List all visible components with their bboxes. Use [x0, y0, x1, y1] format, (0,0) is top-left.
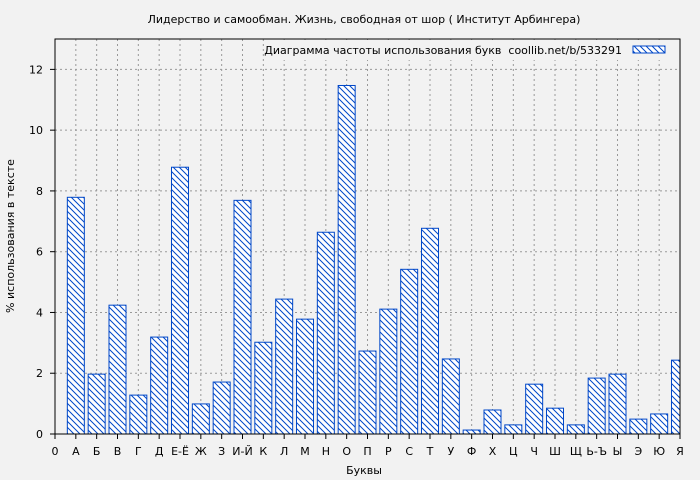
bar-Щ — [566, 424, 585, 434]
bar-Ч — [525, 383, 544, 434]
x-tick-label: Я — [676, 445, 684, 458]
x-tick-label: Ц — [509, 445, 518, 458]
legend-label: Диаграмма частоты использования букв coo… — [264, 44, 622, 57]
y-tick-label: 6 — [36, 246, 43, 259]
bar-В — [108, 304, 127, 434]
y-tick-label: 12 — [29, 63, 43, 76]
y-tick-label: 0 — [36, 428, 43, 441]
bar-Ю — [650, 413, 669, 434]
x-tick-label: Х — [489, 445, 497, 458]
x-tick-label: В — [114, 445, 122, 458]
chart-title: Лидерство и самообман. Жизнь, свободная … — [148, 13, 581, 26]
bar-А — [66, 196, 85, 434]
x-tick-label: Т — [426, 445, 434, 458]
bar-Л — [275, 298, 294, 434]
bar-Н — [316, 231, 335, 434]
x-tick-label: Э — [634, 445, 642, 458]
bar-Ы — [608, 373, 627, 434]
y-tick-label: 2 — [36, 367, 43, 380]
x-tick-label: Г — [135, 445, 142, 458]
x-tick-label: Ы — [613, 445, 623, 458]
bar-Э — [629, 418, 648, 434]
bar-У — [441, 358, 460, 434]
x-tick-label: К — [259, 445, 267, 458]
legend-swatch — [632, 45, 666, 54]
y-axis-label: % использования в тексте — [4, 159, 17, 313]
x-axis-label: Буквы — [346, 464, 382, 477]
bars — [66, 84, 680, 434]
bar-Я — [671, 359, 680, 434]
x-tick-label: З — [218, 445, 225, 458]
bar-Б — [87, 373, 106, 434]
bar-Е-Ё — [171, 166, 189, 434]
bar-Ц — [504, 424, 523, 434]
bar-П — [358, 350, 377, 434]
x-tick-label: Л — [280, 445, 288, 458]
x-tick-label: Ч — [530, 445, 538, 458]
x-tick-label: Ф — [467, 445, 476, 458]
bar-К — [254, 341, 273, 434]
bar-Т — [421, 227, 439, 434]
y-tick-label: 4 — [36, 306, 43, 319]
x-tick-label: Ш — [549, 445, 561, 458]
bar-И-Й — [233, 199, 252, 434]
x-tick-label: М — [300, 445, 310, 458]
x-tick-label: И-Й — [232, 445, 252, 458]
x-tick-label: 0 — [52, 445, 59, 458]
y-tick-label: 10 — [29, 124, 43, 137]
x-tick-label: О — [342, 445, 351, 458]
bar-Х — [483, 409, 502, 434]
bar-Д — [150, 336, 169, 434]
x-tick-label: П — [363, 445, 371, 458]
x-tick-label: Д — [155, 445, 164, 458]
x-tick-label: Н — [322, 445, 330, 458]
legend: Диаграмма частоты использования букв coo… — [264, 40, 679, 60]
x-tick-label: Б — [93, 445, 101, 458]
x-tick-label: Р — [385, 445, 392, 458]
x-tick-label: Е-Ё — [171, 445, 189, 458]
bar-Ф — [462, 429, 481, 434]
x-tick-label: Ю — [653, 445, 665, 458]
bar-Ш — [546, 407, 564, 434]
x-tick-label: А — [72, 445, 80, 458]
bar-З — [212, 381, 231, 434]
y-tick-label: 8 — [36, 185, 43, 198]
x-tick-label: У — [447, 445, 454, 458]
bar-О — [337, 84, 356, 434]
y-axis-ticks: 0 2 4 6 8 10 12 — [29, 63, 55, 441]
bar-Р — [379, 308, 398, 434]
x-tick-label: Щ — [570, 445, 582, 458]
bar-Г — [129, 394, 148, 434]
bar-С — [400, 268, 419, 434]
x-tick-label: Ь-Ъ — [586, 445, 607, 458]
bar-Ь-Ъ — [587, 377, 606, 434]
x-axis-ticks: 0 А Б В Г Д Е-Ё Ж З И-Й К Л М Н О П Р С Т У Ф Х Ц Ч Ш Щ Ь-Ъ Ы Э Ю Я — [52, 434, 684, 458]
bar-Ж — [191, 403, 210, 434]
legend-box — [274, 40, 679, 60]
grid-lines — [55, 39, 680, 434]
x-tick-label: С — [405, 445, 413, 458]
bar-М — [296, 318, 314, 434]
x-tick-label: Ж — [195, 445, 207, 458]
